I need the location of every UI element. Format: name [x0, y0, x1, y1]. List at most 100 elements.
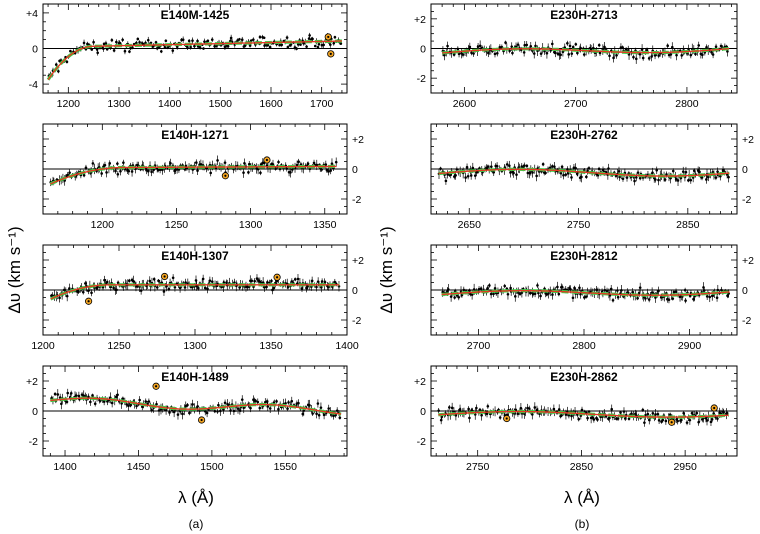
- panel-e230h-2762-point: [665, 173, 668, 176]
- panel-e230h-2762-ytick-label: -2: [742, 194, 751, 206]
- panel-e230h-2812-point: [595, 288, 598, 292]
- panel-e230h-2812-point: [657, 289, 660, 293]
- panel-e140m-1425-point: [278, 43, 281, 47]
- panel-e140h-1271-point: [308, 167, 312, 171]
- panel-e230h-2862-point: [680, 418, 683, 422]
- panel-e140h-1489-point: [110, 401, 114, 405]
- panel-e140h-1489-point: [56, 393, 60, 396]
- panel-e140m-1425-point: [110, 38, 114, 42]
- panel-e140h-1489-point: [232, 409, 236, 413]
- panel-e140h-1271-point: [271, 163, 275, 166]
- panel-e230h-2812-point: [584, 295, 588, 298]
- panel-e140h-1271-point: [161, 168, 164, 172]
- panel-e230h-2762-point: [719, 174, 722, 178]
- panel-e140h-1489-outlier-core: [200, 418, 203, 422]
- panel-e140h-1307-point: [171, 276, 175, 280]
- panel-e140m-1425-point: [248, 44, 252, 47]
- panel-e230h-2862-point: [722, 411, 725, 414]
- panel-e140h-1307-point: [253, 279, 256, 283]
- panel-e140h-1307-outlier-core: [87, 300, 90, 303]
- panel-e140m-1425-point: [329, 43, 332, 46]
- panel-e230h-2713-point: [653, 54, 657, 57]
- panel-e230h-2812-point: [616, 289, 619, 292]
- panel-e230h-2862-point: [592, 418, 596, 421]
- panel-e230h-2862-ytick-label: -2: [417, 436, 426, 448]
- panel-e140h-1271-point: [285, 167, 289, 170]
- panel-e140h-1271-xtick-label: 1350: [313, 219, 337, 231]
- panel-e140h-1271-point: [329, 169, 332, 172]
- panel-e230h-2862-point: [475, 406, 478, 410]
- panel-e140h-1271-point: [116, 172, 120, 176]
- panel-e230h-2762-point: [676, 179, 680, 182]
- panel-e230h-2862-point: [486, 404, 490, 408]
- panel-e230h-2812-point: [556, 285, 559, 289]
- panel-e140m-1425-outlier-core: [329, 52, 332, 55]
- panel-e230h-2812-point: [636, 296, 639, 300]
- panel-e230h-2762-point: [698, 170, 701, 174]
- panel-e140h-1271-point: [259, 171, 262, 175]
- panel-e140h-1489-point: [164, 408, 168, 412]
- panel-e140h-1489-point: [196, 405, 199, 408]
- panel-e230h-2862-point: [661, 418, 665, 422]
- panel-e140h-1271-point: [195, 161, 198, 164]
- panel-e140h-1489-title: E140H-1489: [161, 370, 229, 384]
- panel-e140m-1425-point: [54, 63, 58, 66]
- panel-e140h-1307-point: [65, 294, 69, 298]
- panel-e140m-1425-point: [262, 36, 266, 40]
- panel-e230h-2713-fit-red: [442, 47, 730, 54]
- panel-e140h-1307-title: E140H-1307: [161, 249, 229, 263]
- panel-e140h-1489-point: [315, 412, 318, 416]
- panel-e230h-2713-point: [550, 42, 554, 46]
- panel-e140m-1425-point: [82, 41, 86, 45]
- panel-e140h-1489-point: [93, 402, 97, 405]
- panel-e140h-1489-point: [205, 411, 209, 415]
- panel-e230h-2713-point: [571, 45, 575, 49]
- panel-e230h-2812-point: [705, 295, 709, 298]
- panel-e230h-2762-point: [633, 179, 636, 183]
- panel-e230h-2812-xtick-label: 2900: [678, 340, 702, 352]
- panel-e230h-2862-ytick-label: +2: [414, 376, 426, 388]
- panel-e230h-2812-point: [547, 292, 550, 295]
- panel-e140m-1425-point: [136, 37, 140, 41]
- panel-e230h-2762-point: [700, 176, 704, 179]
- panel-e140h-1307-ytick-label: -2: [352, 315, 361, 327]
- panel-e230h-2762-point: [446, 173, 449, 176]
- panel-e230h-2762-point: [495, 164, 499, 168]
- panel-e230h-2713-ytick-label: +2: [414, 14, 426, 26]
- panel-e140m-1425-point: [268, 45, 272, 49]
- panel-e140h-1271: 1200 1250 1300 1350 -2 0 +2 E140H-1271: [42, 123, 364, 231]
- panel-e140h-1489-point: [135, 404, 138, 408]
- panel-e140m-1425-fit-red: [47, 40, 342, 81]
- panel-e140h-1307-point: [201, 277, 205, 281]
- panel-e140h-1271-point: [103, 163, 107, 167]
- panel-e140h-1307-ytick-label: 0: [352, 285, 358, 297]
- panel-e140h-1271-xtick-label: 1200: [91, 219, 115, 231]
- panel-e230h-2713: 2600 2700 2800 -2 0 +2 E230H-2713: [414, 3, 738, 110]
- panel-e230h-2762-point: [508, 164, 511, 168]
- panel-e230h-2762-point: [444, 179, 448, 183]
- panel-e140h-1271-point: [66, 173, 70, 177]
- panel-e140h-1271-point: [158, 168, 162, 171]
- panel-e140m-1425-point: [65, 60, 69, 64]
- panel-e230h-2762-point: [689, 178, 693, 182]
- panel-e230h-2713-point: [726, 50, 729, 53]
- panel-e140m-1425-point: [146, 38, 150, 42]
- panel-e140m-1425-point: [243, 44, 247, 48]
- panel-e140m-1425-point: [226, 44, 230, 48]
- panel-e140h-1489-point: [74, 394, 78, 397]
- panel-e140h-1489-point: [89, 400, 92, 404]
- panel-e140h-1271-point: [105, 171, 108, 174]
- panel-e230h-2812-point: [683, 288, 687, 292]
- panel-e230h-2862-point: [630, 412, 633, 415]
- panel-e230h-2713-point: [638, 52, 642, 56]
- panel-e230h-2862-point: [685, 421, 689, 424]
- panel-e230h-2862-point: [690, 411, 694, 415]
- panel-e140m-1425-point: [181, 38, 185, 42]
- panel-e140h-1307-point: [136, 284, 139, 288]
- panel-e140m-1425-point: [332, 41, 336, 45]
- panel-e140m-1425-point: [92, 40, 95, 44]
- panel-e230h-2713-point: [697, 44, 701, 47]
- panel-e230h-2812-point: [506, 292, 510, 296]
- panel-e140h-1307-point: [238, 286, 241, 289]
